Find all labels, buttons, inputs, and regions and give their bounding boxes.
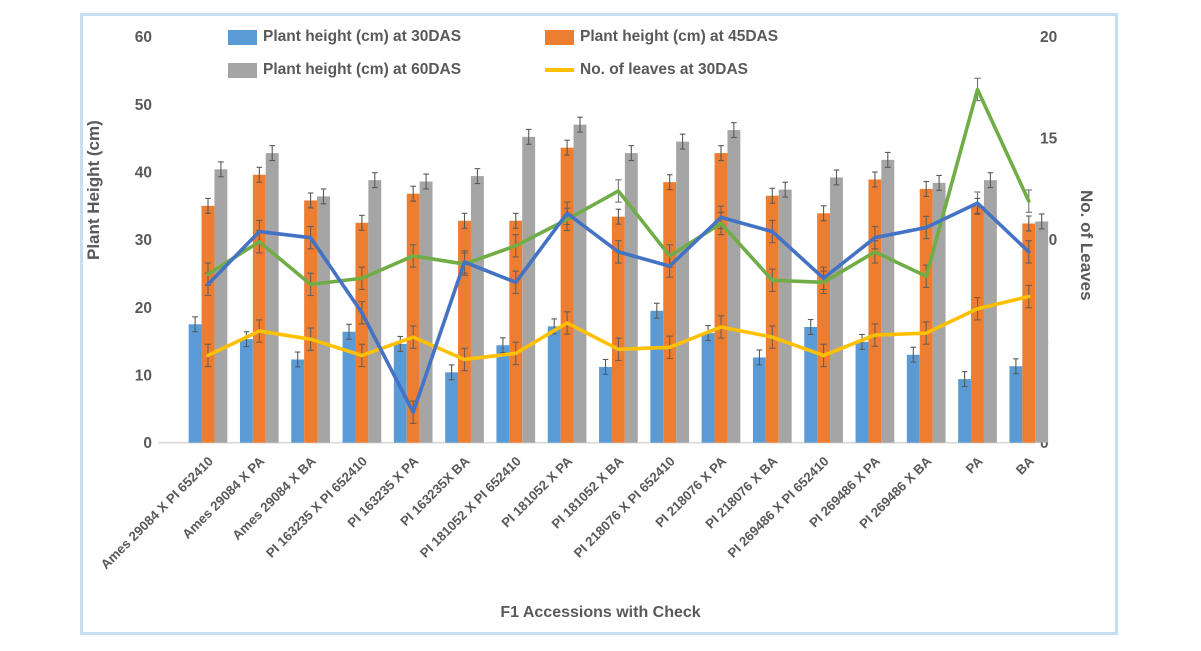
svg-text:BA: BA (1013, 453, 1037, 477)
legend-label: Plant height (cm) at 45DAS (580, 28, 779, 45)
legend-label: Plant height (cm) at 30DAS (263, 28, 462, 45)
svg-text:PI 269486 X PI 652410: PI 269486 X PI 652410 (725, 454, 832, 561)
svg-text:PI 163235 X PI 652410: PI 163235 X PI 652410 (263, 454, 370, 561)
legend-item-height-60das: Plant height (cm) at 60DAS (228, 61, 461, 79)
legend-item-leaves-30das: No. of leaves at 30DAS (545, 61, 748, 79)
right-axis-title: No. of Leaves (1077, 190, 1096, 301)
svg-text:0: 0 (1040, 435, 1049, 452)
line-series-0 (206, 294, 1031, 362)
left-axis-ticks: 0 10 20 30 40 50 60 (135, 29, 152, 452)
legend-item-height-30das: Plant height (cm) at 30DAS (228, 28, 461, 46)
svg-text:20: 20 (135, 300, 152, 317)
legend-item-height-45das: Plant height (cm) at 45DAS (545, 28, 778, 46)
svg-text:40: 40 (135, 165, 152, 182)
svg-text:15: 15 (1040, 131, 1058, 148)
bar-error-bars (192, 116, 1045, 388)
svg-text:50: 50 (135, 97, 152, 114)
bars-series-0 (188, 310, 1023, 443)
legend-swatch-45das-icon (545, 29, 574, 45)
x-axis-title: F1 Accessions with Check (500, 604, 701, 621)
left-axis-title: Plant Height (cm) (84, 120, 103, 260)
svg-text:PI 181052 X PI 652410: PI 181052 X PI 652410 (417, 454, 524, 561)
bars-series-2 (214, 124, 1049, 443)
svg-text:20: 20 (1040, 29, 1057, 46)
svg-text:0: 0 (143, 435, 152, 452)
legend-label: No. of leaves at 30DAS (580, 61, 748, 78)
svg-text:30: 30 (135, 232, 152, 249)
legend-label: Plant height (cm) at 60DAS (263, 61, 462, 78)
svg-text:60: 60 (135, 29, 152, 46)
legend-swatch-leaves-line-icon (545, 68, 574, 72)
legend-swatch-30das-icon (228, 29, 257, 45)
svg-text:PI 218076 X PI 652410: PI 218076 X PI 652410 (571, 454, 678, 561)
line-series-2 (206, 201, 1031, 415)
svg-text:PA: PA (963, 453, 986, 476)
svg-text:10: 10 (135, 368, 152, 385)
legend-swatch-60das-icon (228, 62, 257, 78)
line-series-1 (206, 87, 1031, 287)
